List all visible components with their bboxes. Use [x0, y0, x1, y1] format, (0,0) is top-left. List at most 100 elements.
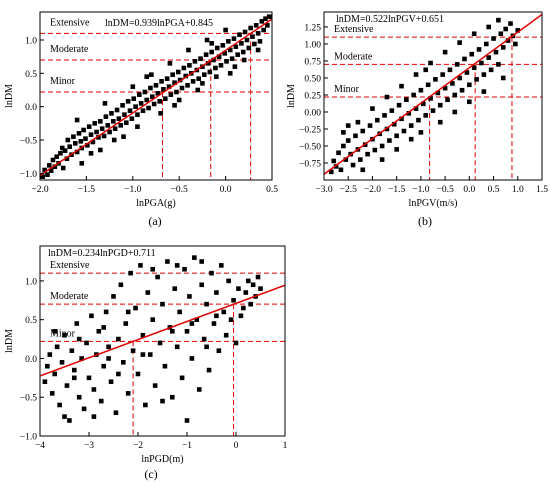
data-point [155, 274, 160, 280]
x-tick-label: 1.0 [512, 185, 524, 195]
data-point [187, 63, 192, 68]
x-tick-label: −1.0 [412, 185, 429, 195]
fit-line [40, 284, 285, 377]
threshold-label-moderate: Moderate [50, 44, 89, 55]
data-point [98, 147, 103, 153]
data-point [382, 113, 387, 118]
data-point [209, 49, 214, 55]
panel-label: (a) [148, 214, 161, 228]
data-point [353, 133, 358, 139]
data-point [233, 44, 239, 49]
data-point [177, 309, 182, 315]
y-tick-label: −0.5 [20, 394, 37, 404]
data-point [266, 14, 272, 19]
data-point [204, 344, 209, 350]
data-point [52, 164, 58, 169]
data-point [184, 329, 190, 334]
data-point [196, 76, 201, 81]
data-point [223, 332, 229, 338]
data-point [170, 394, 175, 400]
data-point [107, 129, 112, 135]
data-point [355, 119, 361, 125]
data-point [491, 36, 496, 41]
data-point [181, 65, 187, 71]
data-point [81, 127, 86, 133]
data-point [250, 34, 255, 39]
data-point [133, 104, 138, 109]
data-point [192, 255, 197, 260]
data-point [150, 266, 155, 272]
data-point [204, 301, 209, 307]
data-point [457, 40, 462, 45]
data-point [394, 147, 399, 152]
data-point [114, 107, 120, 113]
data-point [147, 352, 153, 357]
data-point [248, 25, 253, 31]
plot-frame [39, 11, 273, 181]
data-point [130, 84, 136, 89]
data-point [158, 111, 163, 116]
data-point [116, 336, 121, 342]
data-point [74, 149, 80, 155]
data-point [258, 286, 263, 291]
data-point [138, 101, 144, 106]
data-point [161, 87, 166, 92]
data-point [222, 51, 227, 56]
data-point [387, 138, 392, 143]
data-point [111, 119, 116, 124]
y-tick-label: 1.0 [25, 37, 37, 47]
data-point [469, 51, 475, 57]
data-point [45, 363, 50, 369]
data-point [59, 145, 65, 151]
data-point [57, 402, 62, 408]
threshold-label-moderate: Moderate [334, 51, 373, 62]
data-point [199, 282, 204, 288]
data-point [90, 139, 96, 145]
data-point [144, 74, 150, 79]
data-point [130, 348, 136, 353]
data-point [65, 137, 71, 143]
data-point [379, 143, 385, 149]
data-point [125, 99, 131, 104]
data-point [111, 294, 116, 299]
x-tick-label: −2.5 [340, 185, 357, 195]
x-tick-label: −3 [84, 441, 94, 451]
data-point [79, 161, 85, 166]
data-point [433, 77, 438, 82]
data-point [360, 167, 366, 173]
data-point [83, 136, 88, 141]
data-point [467, 99, 472, 105]
fit-line [40, 18, 272, 177]
data-point [341, 143, 346, 149]
y-tick-label: −0.5 [20, 137, 37, 147]
y-tick-label: 1.0 [25, 277, 37, 287]
data-point [500, 45, 506, 50]
data-point [106, 356, 111, 361]
data-point [50, 157, 56, 163]
data-point [196, 387, 202, 392]
data-point [54, 154, 60, 159]
data-point [413, 72, 419, 77]
data-point [384, 94, 390, 100]
x-axis-label: lnPGA(g) [136, 198, 175, 209]
data-point [224, 59, 229, 64]
data-point [179, 375, 185, 381]
data-point [98, 119, 103, 124]
data-point [408, 123, 414, 128]
data-point [52, 371, 57, 377]
data-point [442, 49, 448, 55]
x-axis-label: lnPGV(m/s) [409, 198, 458, 209]
data-point [102, 101, 108, 106]
data-point [121, 360, 126, 365]
data-point [103, 309, 109, 315]
data-point [62, 332, 67, 338]
threshold-label-extensive: Extensive [50, 17, 90, 28]
data-point [226, 278, 231, 284]
data-point [430, 108, 436, 113]
data-point [96, 135, 101, 140]
data-point [72, 141, 78, 146]
data-point [338, 167, 344, 173]
data-point [151, 101, 157, 107]
data-point [205, 61, 211, 66]
x-tick-label: −2 [133, 441, 143, 451]
